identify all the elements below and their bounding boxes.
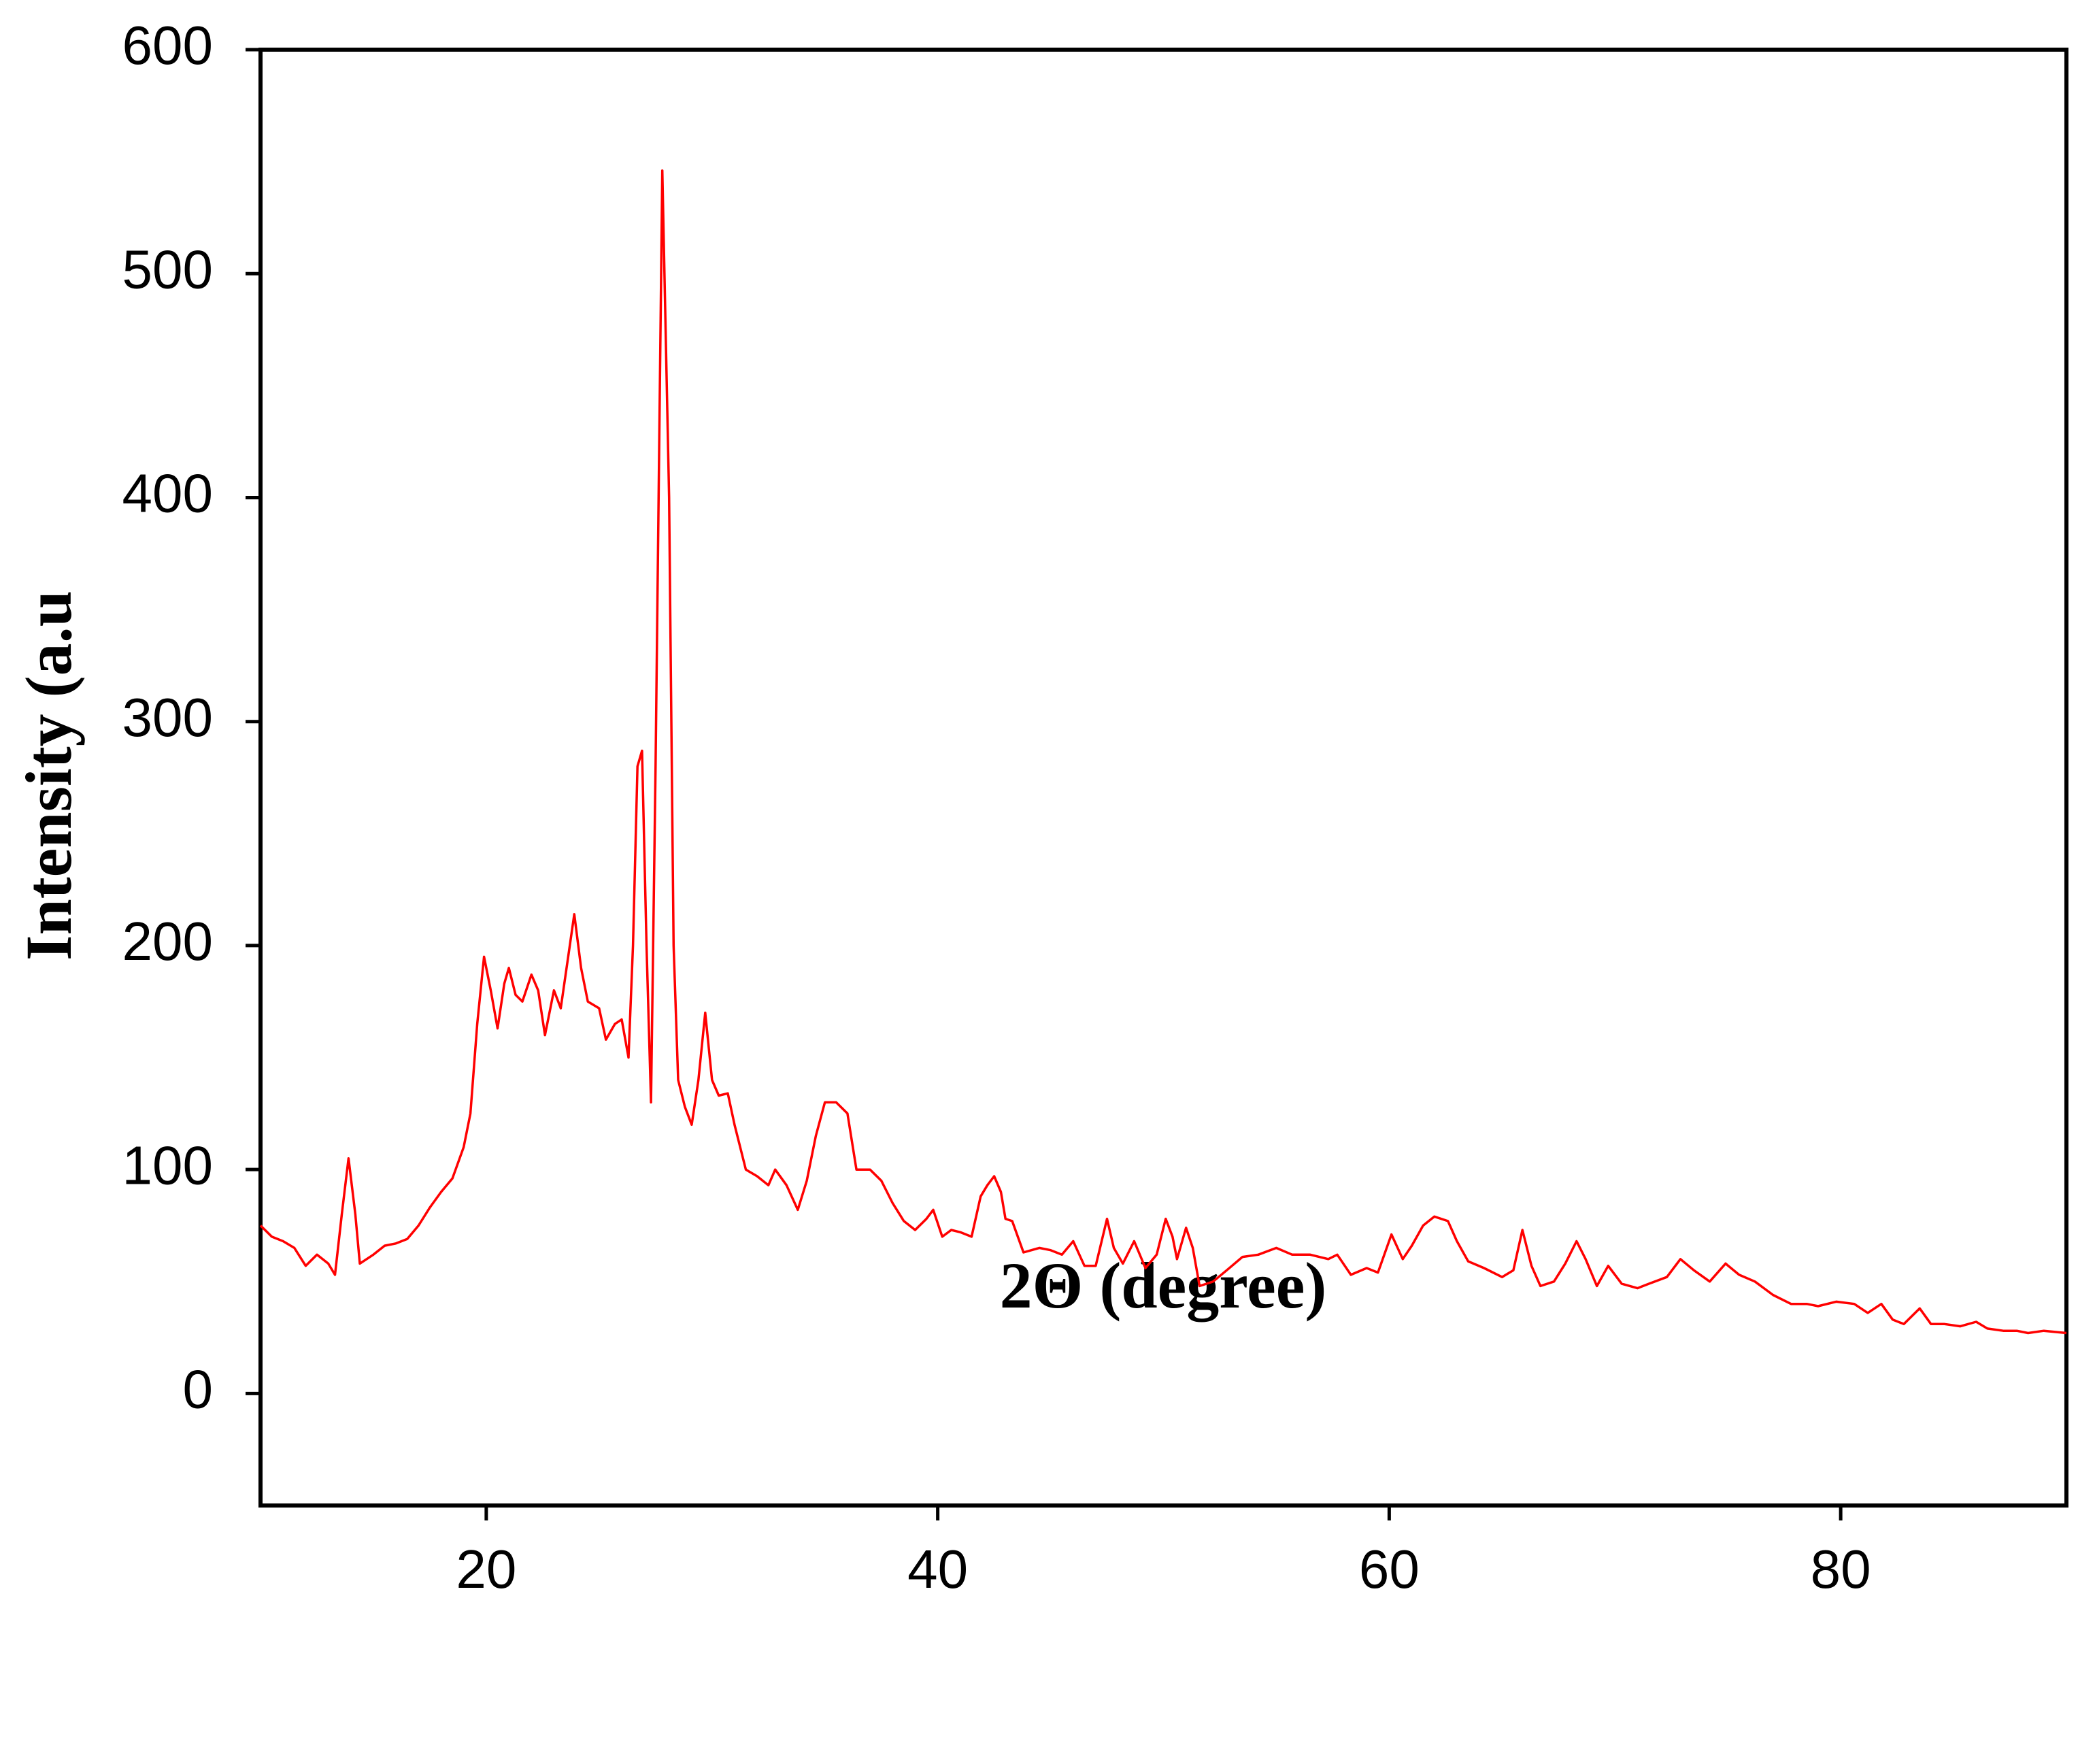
y-tick-label: 500: [122, 239, 213, 299]
y-tick-label: 400: [122, 463, 213, 524]
y-tick-label: 0: [183, 1359, 214, 1420]
x-tick-label: 60: [1359, 1539, 1420, 1599]
y-tick-label: 100: [122, 1135, 213, 1195]
data-line: [259, 169, 2067, 1335]
plot-frame: [258, 48, 2068, 1508]
x-tick-label: 40: [907, 1539, 968, 1599]
x-tick-label: 80: [1811, 1539, 1871, 1599]
y-tick-label: 300: [122, 687, 213, 748]
x-axis-title: 2Θ (degree): [1000, 1249, 1327, 1322]
x-tick-label: 20: [456, 1539, 516, 1599]
y-tick-label: 200: [122, 911, 213, 971]
y-axis-title: Intensity (a.u: [12, 590, 85, 961]
y-tick-label: 600: [122, 15, 213, 76]
